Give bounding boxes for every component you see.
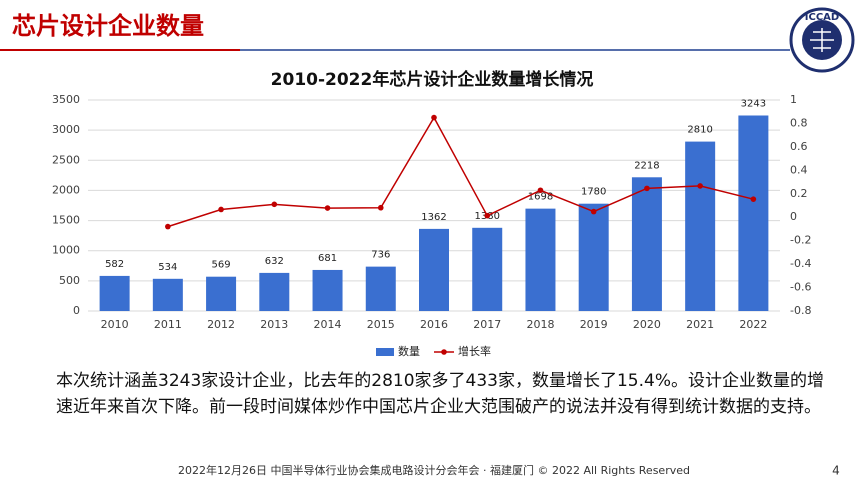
x-tick-label: 2011 [154,318,182,331]
bar [419,228,449,311]
x-tick-label: 2012 [207,318,235,331]
y2-tick-label: 0 [790,210,797,223]
x-tick-label: 2013 [260,318,288,331]
y-tick-label: 500 [59,274,80,287]
bar [206,276,237,311]
x-tick-label: 2016 [420,318,448,331]
y2-tick-label: 0.6 [790,140,808,153]
bar [685,141,716,311]
x-tick-label: 2018 [526,318,554,331]
y-tick-label: 2500 [52,153,80,166]
legend-swatch [376,348,394,356]
growth-marker [271,201,278,208]
growth-marker [165,223,171,230]
y2-tick-label: -0.2 [790,234,811,247]
bar [152,278,183,311]
growth-line [167,116,754,228]
growth-marker [431,114,437,121]
growth-marker [697,183,703,189]
y2-tick-label: -0.6 [790,281,811,294]
y2-tick-label: 0.2 [790,187,808,200]
value-label: 534 [158,262,177,273]
y2-tick-label: 1 [790,93,797,106]
bar [472,227,503,311]
page-number: 4 [832,464,840,478]
bar [365,266,396,311]
value-label: 736 [371,250,390,261]
footer: 2022年12月26日 中国半导体行业协会集成电路设计分会年会 · 福建厦门 ©… [178,463,690,477]
legend-label: 数量 [398,345,420,358]
growth-marker [590,208,597,215]
value-label: 1698 [528,192,553,203]
y2-tick-label: -0.4 [790,257,811,270]
x-tick-label: 2021 [686,318,714,331]
growth-marker [644,185,650,192]
logo-text: ICCAD [805,12,839,23]
bar [738,115,769,311]
y-tick-label: 3000 [52,123,80,136]
value-label: 632 [265,256,284,267]
growth-marker [324,205,331,211]
value-label: 681 [318,253,337,264]
bar [578,203,609,311]
y2-tick-label: 0.8 [790,116,808,129]
x-tick-label: 2014 [314,318,342,331]
x-tick-label: 2022 [739,318,767,331]
value-label: 582 [105,259,124,270]
bar [259,272,290,311]
y-tick-label: 3500 [52,93,80,106]
value-label: 1780 [581,187,606,198]
chart-title: 2010-2022年芯片设计企业数量增长情况 [271,69,594,90]
y2-tick-label: -0.8 [790,304,811,317]
value-label: 3243 [741,98,766,109]
bar [631,177,662,311]
y-tick-label: 0 [73,304,80,317]
y-tick-label: 2000 [52,183,80,196]
bar [525,208,556,311]
value-label: 2810 [687,125,712,136]
x-tick-label: 2015 [367,318,395,331]
growth-marker [750,196,757,202]
growth-marker [484,212,491,219]
legend-swatch [441,349,447,355]
growth-marker [377,204,384,211]
logo-grid [810,28,834,52]
value-label: 1362 [421,212,446,223]
growth-marker [537,187,544,194]
x-tick-label: 2020 [633,318,661,331]
x-tick-label: 2010 [101,318,129,331]
y-tick-label: 1500 [52,214,80,227]
value-label: 569 [212,260,231,271]
bar [99,275,130,311]
x-tick-label: 2019 [580,318,608,331]
legend-label: 增长率 [458,344,491,358]
y2-tick-label: 0.4 [790,163,808,176]
body-text: 本次统计涵盖3243家设计企业，比去年的2810家多了433家，数量增长了15.… [56,371,824,417]
value-label: 2218 [634,160,659,171]
x-tick-label: 2017 [473,318,501,331]
slide-title: 芯片设计企业数量 [12,12,204,40]
growth-marker [218,206,224,213]
y-tick-label: 1000 [52,244,80,257]
bar [312,269,343,311]
